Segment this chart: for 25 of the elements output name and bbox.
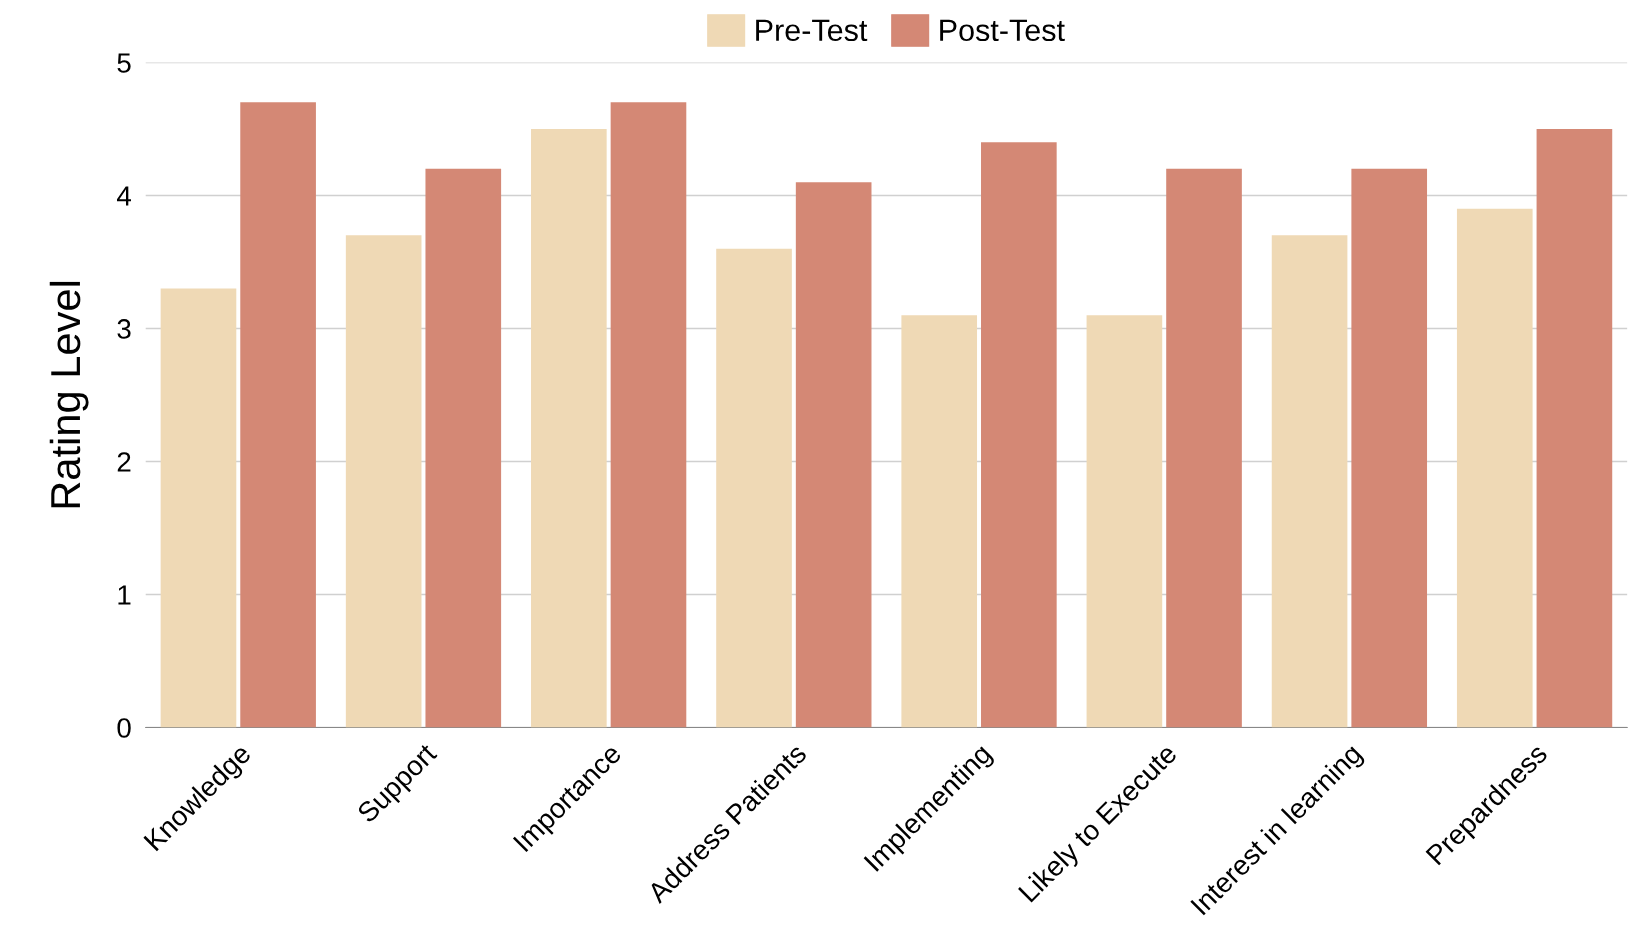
bar	[1351, 168, 1428, 728]
bar	[1271, 235, 1348, 728]
bar	[240, 102, 316, 728]
y-tick-label: 5	[117, 53, 131, 73]
bar	[1166, 168, 1242, 728]
bar	[345, 235, 422, 728]
y-tick-label: 2	[117, 452, 131, 472]
bar	[1086, 315, 1163, 728]
bar	[1536, 128, 1613, 728]
y-tick-label: 4	[117, 186, 131, 206]
bar	[425, 168, 502, 728]
legend-label: Post-Test	[940, 19, 1065, 42]
y-tick-label: 0	[117, 718, 131, 738]
bar	[160, 288, 237, 728]
y-axis-title: Rating Level	[49, 281, 89, 508]
bar	[531, 128, 607, 728]
bar	[1456, 208, 1533, 728]
bar	[716, 248, 792, 728]
bar	[981, 142, 1057, 728]
bar	[610, 102, 687, 728]
bar	[901, 315, 978, 728]
legend-label: Pre-Test	[756, 19, 868, 42]
y-tick-label: 3	[117, 319, 131, 339]
bar	[795, 182, 872, 728]
y-tick-label: 1	[118, 585, 131, 605]
